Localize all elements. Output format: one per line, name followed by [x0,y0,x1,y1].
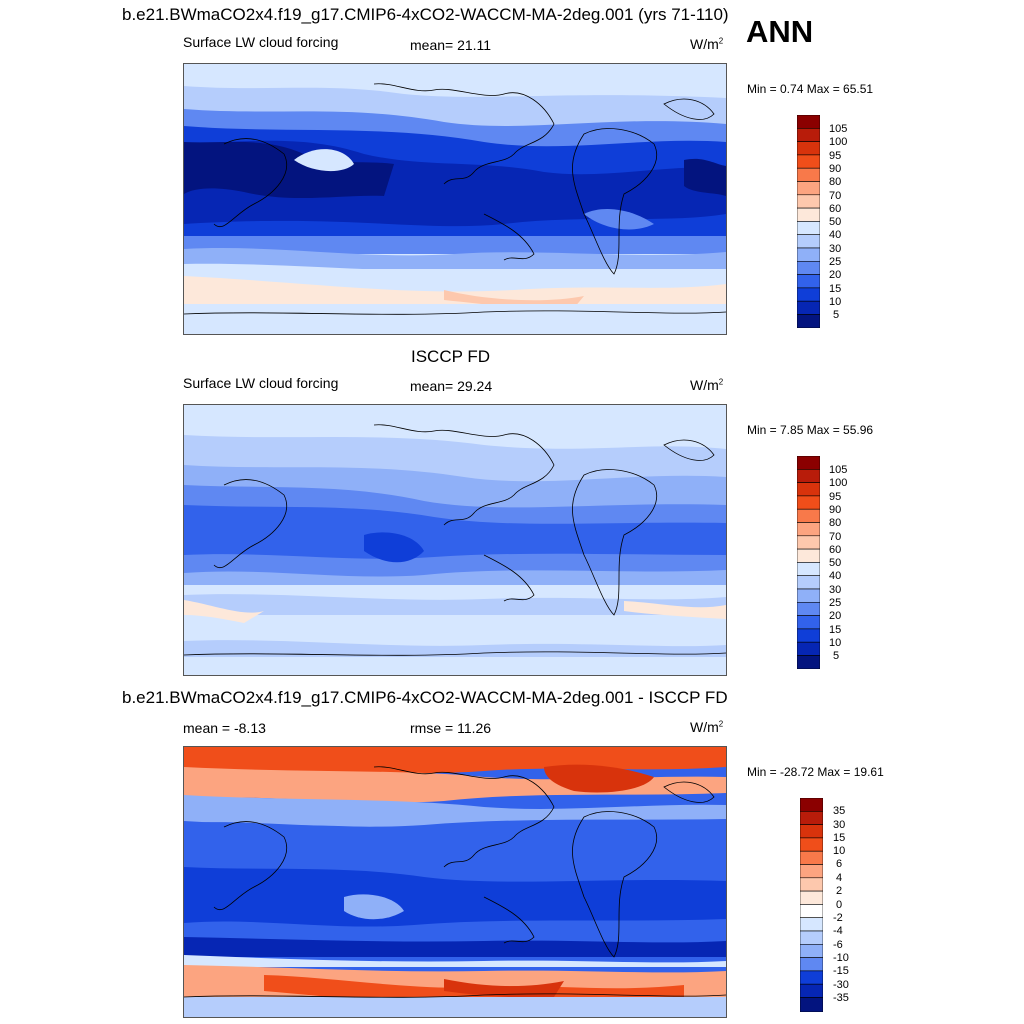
panel-1-units: W/m2 [690,36,724,52]
panel-1-colorbar [796,114,821,329]
cbar-2-tick: 40 [829,570,842,582]
panel-1-minmax: Min = 0.74 Max = 65.51 [747,82,874,96]
cbar-1-tick: 30 [829,243,842,255]
cbar-1-tick: 15 [829,283,842,295]
panel-2-units: W/m2 [690,377,724,393]
panel-1-colorbar-swatches [796,114,821,329]
panel-2-map [183,404,727,676]
cbar-3-tick: 30 [833,819,846,831]
cbar-1-tick: 90 [829,163,842,175]
cbar-1-tick: 60 [829,203,842,215]
panel-3-map [183,746,727,1018]
season-label: ANN [746,14,814,49]
cbar-2-tick: 30 [829,584,842,596]
cbar-1-tick: 25 [829,256,842,268]
cbar-1-tick: 50 [829,216,842,228]
cbar-1-tick: 40 [829,229,842,241]
panel-3-units: W/m2 [690,719,724,735]
panel-3-rmse: rmse = 11.26 [410,720,492,736]
cbar-2-tick: 95 [829,491,842,503]
panel-2-variable: Surface LW cloud forcing [183,375,339,391]
cbar-3-tick: -15 [833,965,849,977]
cbar-2-tick: 15 [829,624,842,636]
cbar-1-tick: 95 [829,150,842,162]
panel-1-variable: Surface LW cloud forcing [183,34,339,50]
panel-2-colorbar [796,455,821,670]
cbar-3-tick: 0 [836,899,843,911]
cbar-3-tick: -2 [833,912,843,924]
cbar-2-tick: 5 [833,650,840,662]
cbar-1-tick: 5 [833,309,840,321]
panel-1-mean: mean= 21.11 [410,37,492,53]
cbar-2-tick: 25 [829,597,842,609]
cbar-3-tick: -35 [833,992,849,1004]
cbar-3-tick: -10 [833,952,849,964]
panel-1-title: b.e21.BWmaCO2x4.f19_g17.CMIP6-4xCO2-WACC… [122,5,729,24]
panel-3-mean: mean = -8.13 [183,720,266,736]
panel-2-minmax: Min = 7.85 Max = 55.96 [747,423,874,437]
cbar-3-tick: 2 [836,885,843,897]
cbar-3-tick: 10 [833,845,846,857]
cbar-1-tick: 10 [829,296,842,308]
cbar-3-tick: 4 [836,872,843,884]
cbar-1-tick: 80 [829,176,842,188]
cbar-3-tick: 35 [833,805,846,817]
cbar-3-tick: -4 [833,925,843,937]
panel-1-map [183,63,727,335]
panel-3-colorbar-swatches [799,797,824,1013]
cbar-2-tick: 50 [829,557,842,569]
cbar-3-tick: 15 [833,832,846,844]
cbar-1-tick: 70 [829,190,842,202]
cbar-2-tick: 70 [829,531,842,543]
panel-3-colorbar [799,797,824,1013]
cbar-2-tick: 80 [829,517,842,529]
panel-3-title: b.e21.BWmaCO2x4.f19_g17.CMIP6-4xCO2-WACC… [122,688,728,707]
panel-2-mean: mean= 29.24 [410,378,493,394]
cbar-1-tick: 100 [829,136,848,148]
panel-2-colorbar-swatches [796,455,821,670]
cbar-1-tick: 105 [829,123,848,135]
cbar-2-tick: 10 [829,637,842,649]
cbar-2-tick: 105 [829,464,848,476]
cbar-2-tick: 20 [829,610,842,622]
cbar-1-tick: 20 [829,269,842,281]
cbar-2-tick: 60 [829,544,842,556]
cbar-3-tick: 6 [836,858,843,870]
panel-3-minmax: Min = -28.72 Max = 19.61 [747,765,884,779]
cbar-2-tick: 90 [829,504,842,516]
cbar-3-tick: -6 [833,939,843,951]
cbar-2-tick: 100 [829,477,848,489]
panel-2-title: ISCCP FD [411,347,491,366]
cbar-3-tick: -30 [833,979,849,991]
